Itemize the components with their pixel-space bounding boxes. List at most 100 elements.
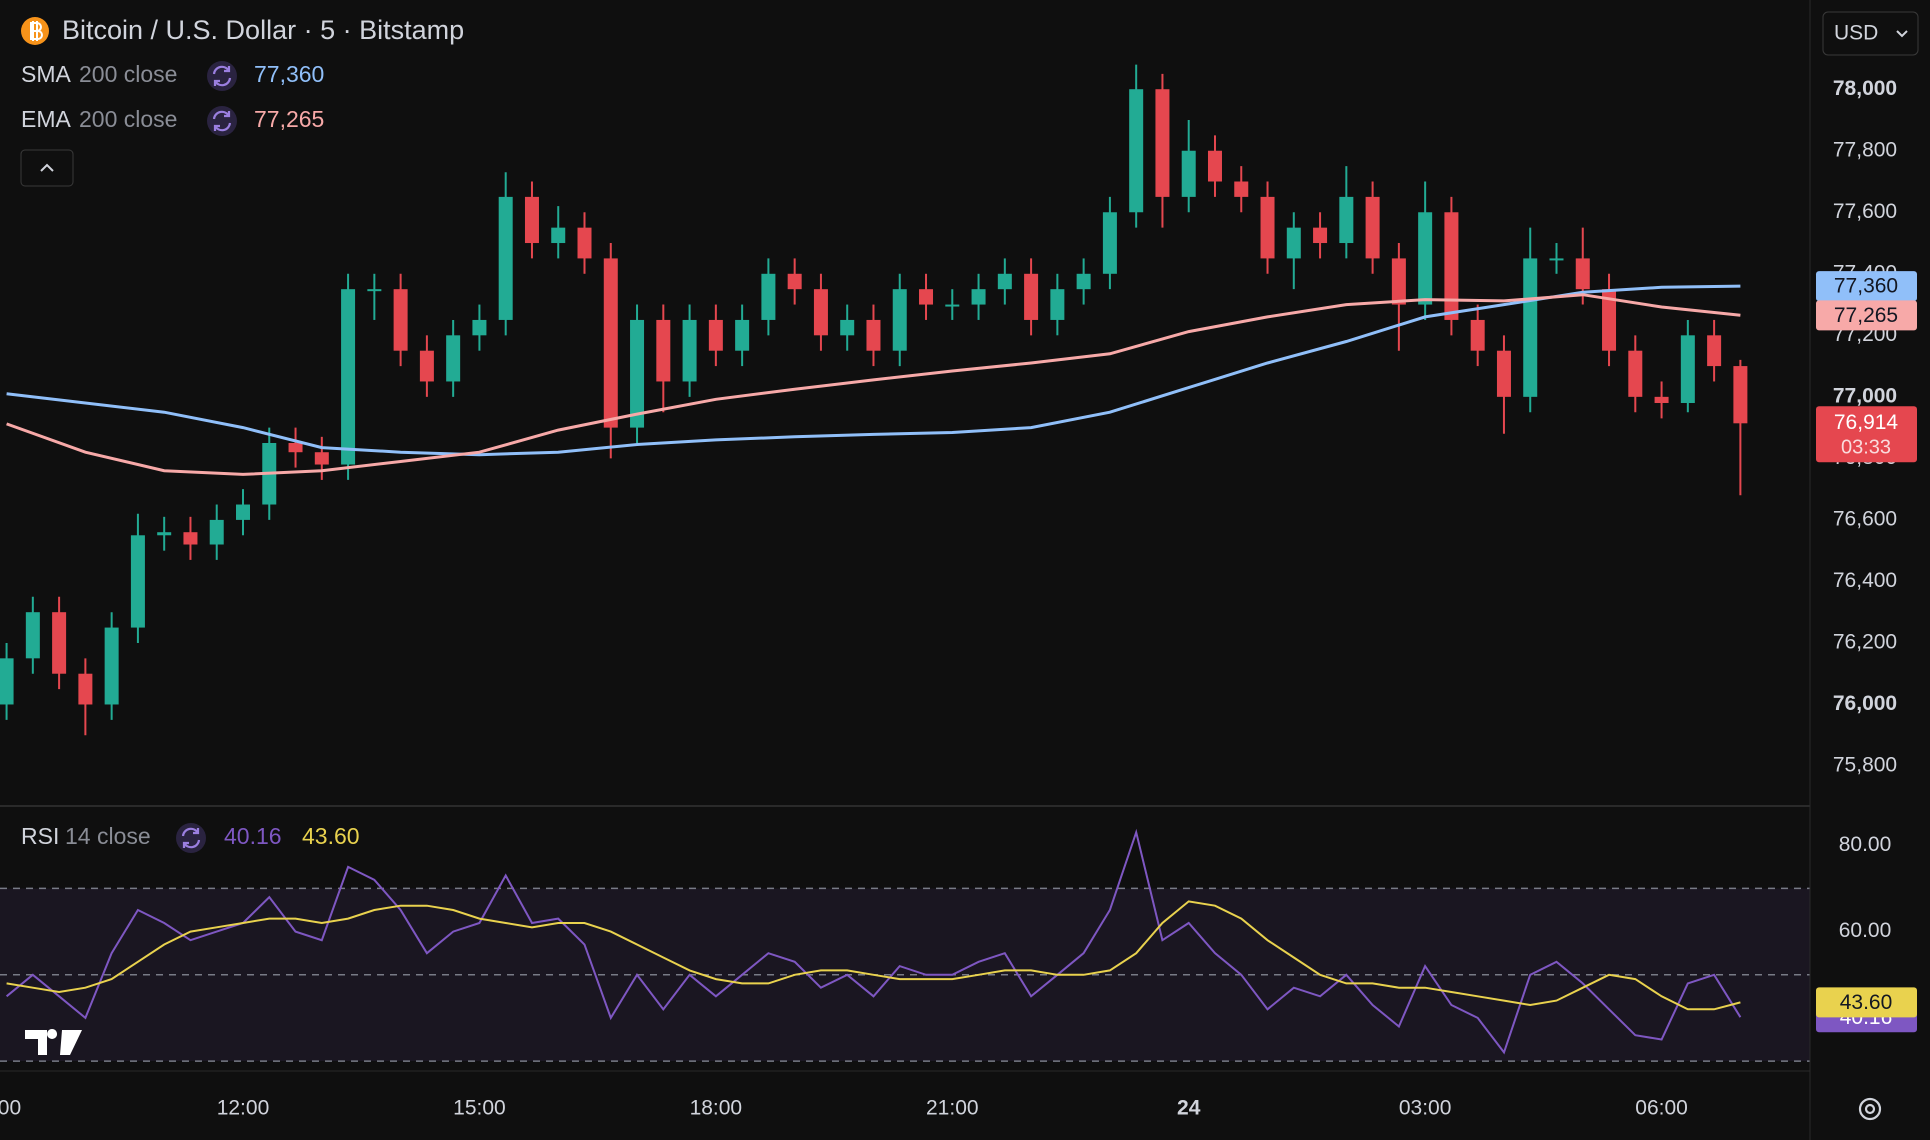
candle-body — [1050, 289, 1065, 320]
collapse-button[interactable] — [20, 149, 74, 187]
candle-body — [498, 196, 513, 320]
ema-settings-icon[interactable] — [207, 106, 237, 136]
currency-label[interactable]: USD — [1834, 22, 1878, 45]
y-tick-label: 76,600 — [1833, 507, 1897, 530]
candle-body — [235, 504, 250, 520]
candle-body — [183, 532, 198, 545]
legend-name: EMA — [21, 106, 72, 132]
candle-body — [314, 452, 329, 465]
candle-body — [656, 319, 671, 382]
x-tick-label: 06:00 — [1635, 1097, 1688, 1120]
rsi-line — [5, 828, 1742, 1055]
collapse-chevron[interactable] — [40, 163, 54, 172]
candle-body — [551, 227, 566, 244]
legend-value: 77,360 — [254, 61, 324, 87]
settings-gear[interactable] — [1858, 1097, 1882, 1121]
candle-body — [1155, 89, 1170, 197]
rsi-tag: 43.60 — [1840, 991, 1893, 1014]
candle-body — [1418, 212, 1433, 305]
candle-body — [367, 289, 382, 292]
candle-body — [78, 673, 93, 705]
candle-body — [1102, 212, 1117, 274]
candle-body — [1470, 319, 1485, 351]
candle-body — [1496, 350, 1511, 397]
candle-body — [813, 289, 828, 336]
y-tick-label: 60.00 — [1839, 919, 1892, 942]
currency-chevron[interactable] — [1896, 30, 1908, 38]
candle-body — [341, 289, 356, 465]
candle-body — [630, 319, 645, 428]
candle-body — [1365, 196, 1380, 259]
icon-glyph[interactable] — [212, 65, 232, 87]
rsi-settings-icon[interactable] — [176, 823, 206, 853]
y-tick-label: 77,800 — [1833, 138, 1897, 161]
ma-price-tag: 77,360 — [1834, 275, 1898, 298]
logo[interactable] — [25, 1029, 82, 1055]
candle-body — [1286, 227, 1301, 259]
candle-body — [866, 319, 881, 351]
candle-body — [840, 319, 855, 336]
candle-body — [209, 519, 224, 545]
legend-name: SMA — [21, 61, 72, 87]
candle-body — [577, 227, 592, 259]
candle-body — [288, 442, 303, 453]
candle-body — [130, 535, 145, 628]
candle-body — [393, 289, 408, 351]
candle-body — [971, 289, 986, 305]
legend-name: RSI — [21, 823, 59, 849]
legend-value: 43.60 — [302, 823, 360, 849]
x-tick-label: 03:00 — [1399, 1097, 1452, 1120]
candle-body — [1313, 227, 1328, 244]
candle-body — [1707, 335, 1722, 367]
candle-body — [1207, 150, 1222, 182]
candle-body — [157, 532, 172, 536]
candle-body — [603, 258, 618, 428]
sma-settings-icon[interactable] — [207, 61, 237, 91]
candle-body — [0, 658, 14, 705]
candle-body — [1181, 150, 1196, 197]
candle-body — [1391, 258, 1406, 305]
icon-bg[interactable] — [207, 106, 237, 136]
x-tick-label: 21:00 — [926, 1097, 979, 1120]
candle-body — [1575, 258, 1590, 290]
moving-average-line — [6, 284, 1741, 457]
rsi-tag-bg — [1816, 987, 1917, 1018]
x-tick-label: 24 — [1177, 1097, 1201, 1120]
ma-price-tag-bg — [1816, 300, 1917, 331]
legend-params: 200 close — [79, 61, 177, 87]
currency-button[interactable] — [1822, 11, 1919, 56]
y-tick-label: 76,200 — [1833, 631, 1897, 654]
x-tick-label: :00 — [0, 1097, 21, 1120]
icon-bg[interactable] — [207, 61, 237, 91]
y-tick-label: 80.00 — [1839, 833, 1892, 856]
icon-bg[interactable] — [176, 823, 206, 853]
candle-body — [1339, 196, 1354, 244]
candle-body — [1733, 366, 1748, 424]
ma-price-tag: 77,265 — [1834, 304, 1898, 327]
icon-glyph[interactable] — [181, 827, 201, 849]
candle-body — [1129, 89, 1144, 213]
candle-body — [1680, 335, 1695, 403]
legend-params: 14 close — [65, 823, 151, 849]
candle-body — [945, 304, 960, 307]
candle-body — [997, 273, 1012, 290]
candle-body — [52, 612, 67, 674]
x-tick-label: 15:00 — [453, 1097, 506, 1120]
candle-body — [419, 350, 434, 382]
gear-hub[interactable] — [1864, 1103, 1876, 1115]
icon-glyph[interactable] — [212, 110, 232, 132]
legend-value: 77,265 — [254, 106, 324, 132]
gear-ring[interactable] — [1858, 1097, 1882, 1121]
candle-body — [1076, 273, 1091, 290]
candle-body — [1654, 396, 1669, 403]
candle-body — [1602, 289, 1617, 351]
candle-body — [787, 273, 802, 290]
candle-body — [708, 319, 723, 351]
y-tick-label: 76,400 — [1833, 569, 1897, 592]
candle-body — [761, 273, 776, 320]
candle-body — [524, 196, 539, 244]
